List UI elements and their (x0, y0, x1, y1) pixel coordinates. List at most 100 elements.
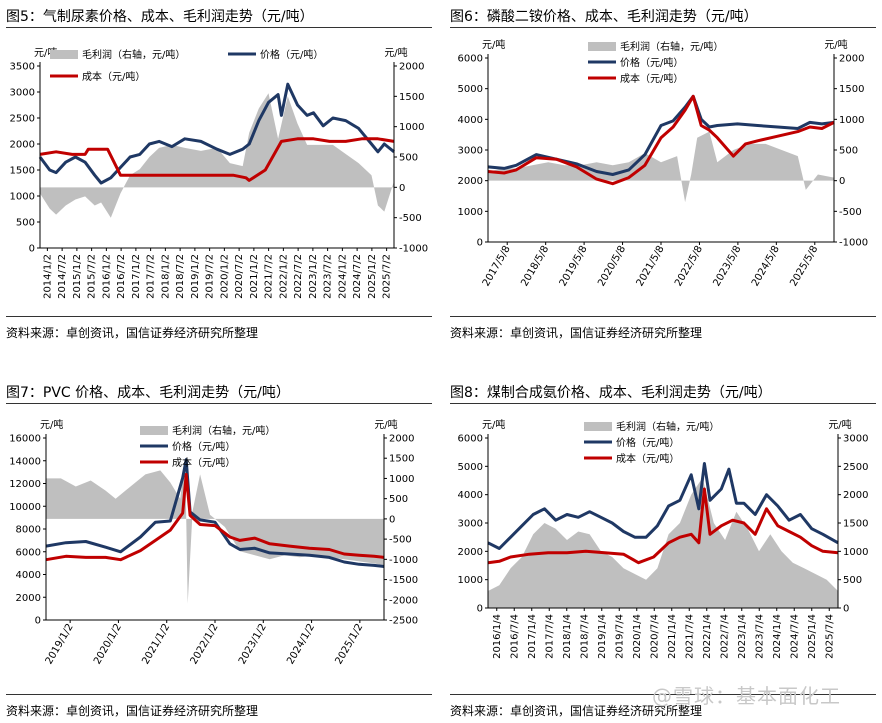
y-tick-label-right: -1500 (389, 575, 418, 586)
x-tick-label: 2018/1/4 (562, 614, 573, 659)
x-tick-label: 2025/7/4 (824, 614, 835, 659)
y-tick-label-right: 1500 (399, 92, 424, 103)
y-tick-label-left: 0 (477, 238, 483, 249)
x-tick-label: 2021/1/2 (249, 254, 260, 299)
x-tick-label: 2014/7/2 (57, 254, 68, 299)
y-axis-left-unit: 元/吨 (482, 38, 505, 51)
y-tick-label-left: 0 (35, 616, 41, 627)
legend-label: 价格（元/吨） (620, 56, 683, 69)
chart-dap: 元/吨 元/吨0100020003000400050006000-1000-500… (458, 38, 869, 288)
y-axis-left-unit: 元/吨 (482, 418, 505, 431)
legend-label: 毛利润（右轴，元/吨） (172, 424, 275, 437)
y-tick-label-right: 0 (389, 514, 395, 525)
source-note: 资料来源：卓创资讯，国信证券经济研究所整理 (450, 704, 703, 718)
y-tick-label-right: 0 (399, 183, 405, 194)
x-tick-label: 2016/1/4 (492, 614, 503, 659)
title-rule (450, 27, 876, 28)
series-line-price (45, 458, 385, 568)
y-tick-label-right: 1000 (839, 115, 864, 126)
y-tick-label-left: 3000 (458, 519, 483, 530)
watermark: @雪球：基本面化工 (652, 684, 841, 708)
y-tick-label-left: 16000 (9, 434, 41, 445)
x-tick-label: 2019/7/4 (614, 614, 625, 659)
y-tick-label-left: 0 (477, 604, 483, 615)
y-tick-label-right: 2000 (389, 434, 414, 445)
legend-label: 成本（元/吨） (172, 456, 235, 469)
x-tick-label: 2019/7/2 (205, 254, 216, 299)
series-area-profit (40, 93, 394, 218)
y-tick-label-left: 2000 (458, 176, 483, 187)
chart-title: 图7：PVC 价格、成本、毛利润走势（元/吨） (6, 385, 290, 401)
y-tick-label-left: 1000 (458, 575, 483, 586)
chart-title: 图6：磷酸二铵价格、成本、毛利润走势（元/吨） (450, 9, 758, 25)
y-tick-label-left: 3000 (458, 146, 483, 157)
y-tick-label-right: 500 (839, 146, 858, 157)
legend-label: 成本（元/吨） (620, 72, 683, 85)
series-area-profit (488, 477, 838, 608)
y-tick-label-left: 6000 (458, 54, 483, 65)
legend-label: 价格（元/吨） (172, 440, 235, 453)
legend-swatch-profit (584, 422, 612, 431)
y-tick-label-left: 2000 (10, 140, 35, 151)
series-area-profit (46, 458, 384, 604)
x-tick-label: 2022/1/2 (189, 622, 221, 666)
x-tick-label: 2023/1/4 (737, 614, 748, 659)
x-tick-label: 2024/1/2 (337, 254, 348, 299)
x-tick-label: 2018/7/2 (175, 254, 186, 299)
x-tick-label: 2025/1/2 (333, 622, 365, 666)
y-axis-right-unit: 元/吨 (384, 46, 407, 59)
x-tick-label: 2017/7/2 (146, 254, 157, 299)
x-tick-label: 2024/7/4 (789, 614, 800, 659)
y-tick-label-right: -2000 (389, 595, 418, 606)
x-tick-label: 2015/7/2 (87, 254, 98, 299)
source-note: 资料来源：卓创资讯，国信证券经济研究所整理 (6, 704, 259, 718)
y-tick-label-right: -1000 (839, 238, 868, 249)
y-tick-label-right: -500 (399, 213, 422, 224)
y-axis-left-unit: 元/吨 (40, 418, 63, 431)
y-tick-label-right: 2000 (399, 62, 424, 73)
x-tick-label: 2021/7/2 (264, 254, 275, 299)
y-tick-label-right: 2500 (843, 462, 868, 473)
y-tick-label-right: -500 (839, 207, 862, 218)
y-tick-label-right: 2000 (839, 54, 864, 65)
y-tick-label-left: 2000 (16, 593, 41, 604)
legend-label: 毛利润（右轴，元/吨） (616, 420, 719, 433)
y-tick-label-left: 1000 (10, 192, 35, 203)
y-tick-label-right: 1000 (843, 547, 868, 558)
series-line-cost (487, 487, 839, 565)
series-line-price (38, 82, 395, 185)
source-rule (6, 316, 432, 317)
title-rule (450, 403, 876, 404)
legend-label: 价格（元/吨） (616, 436, 679, 449)
y-tick-label-right: 3000 (843, 434, 868, 445)
chart-urea: 元/吨 元/吨0500100015002000250030003500-1000-… (10, 46, 429, 299)
x-tick-label: 2021/7/4 (684, 614, 695, 659)
y-tick-label-left: 4000 (458, 490, 483, 501)
legend-label: 价格（元/吨） (260, 48, 323, 61)
series-line-cost (39, 137, 395, 182)
x-tick-label: 2017/1/2 (131, 254, 142, 299)
y-tick-label-left: 3000 (10, 88, 35, 99)
series-line-price (487, 462, 839, 550)
x-tick-label: 2018/7/4 (579, 614, 590, 659)
y-tick-label-right: 0 (839, 176, 845, 187)
x-tick-label: 2018/5/8 (519, 244, 551, 288)
series-area-profit (488, 131, 834, 203)
y-tick-label-left: 8000 (16, 525, 41, 536)
y-tick-label-right: 1000 (389, 474, 414, 485)
y-tick-label-left: 5000 (458, 84, 483, 95)
x-tick-label: 2020/5/8 (596, 244, 628, 288)
x-tick-label: 2022/7/4 (719, 614, 730, 659)
x-tick-label: 2023/5/8 (711, 244, 743, 288)
x-tick-label: 2021/1/4 (667, 614, 678, 659)
y-tick-label-right: 0 (843, 604, 849, 615)
legend-swatch-profit (588, 42, 616, 51)
y-tick-label-right: 500 (843, 575, 862, 586)
x-tick-label: 2016/1/2 (101, 254, 112, 299)
y-tick-label-left: 5000 (458, 462, 483, 473)
x-tick-label: 2020/1/2 (219, 254, 230, 299)
x-tick-label: 2025/5/8 (788, 244, 820, 288)
x-tick-label: 2019/1/4 (597, 614, 608, 659)
x-tick-label: 2019/1/2 (190, 254, 201, 299)
x-tick-label: 2020/1/4 (632, 614, 643, 659)
